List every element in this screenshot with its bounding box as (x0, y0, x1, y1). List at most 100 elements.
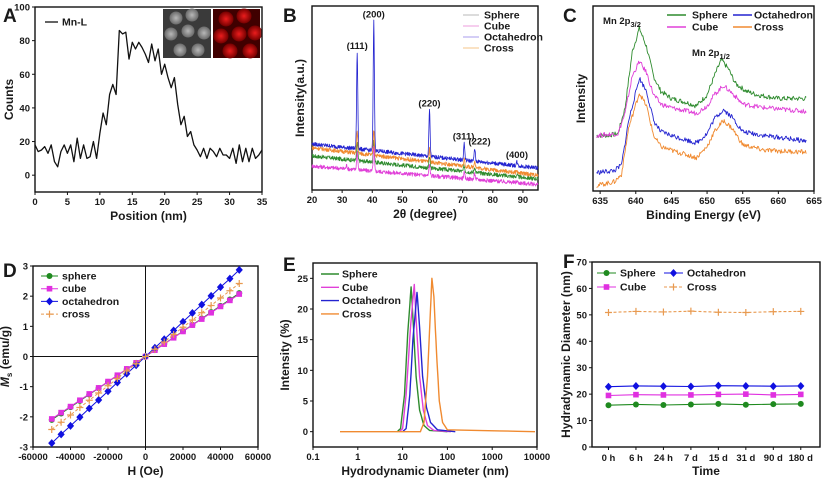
x-tick-label: 35 (257, 197, 268, 208)
legend-marker (603, 284, 610, 290)
data-point (770, 392, 777, 398)
panel-label: A (3, 6, 17, 27)
data-point (67, 403, 74, 410)
x-tick-label: 15 (127, 197, 138, 208)
y-tick-label: 0 (23, 352, 28, 363)
series-line (608, 310, 801, 314)
nanoparticle (181, 24, 195, 38)
y-axis-label: Hydradynamic Diameter (nm) (559, 271, 573, 438)
annotation-subscript: 1/2 (720, 52, 730, 61)
x-tick-label: 25 (192, 197, 203, 208)
data-point (227, 297, 233, 304)
panel-e: 0.1 1 10 100 1000 10000 0 5 10 15 20 25 Hydrodynamic… (278, 255, 550, 478)
y-tick-label: 25 (297, 274, 308, 285)
data-point (57, 430, 65, 439)
data-point (742, 401, 749, 408)
y-tick-label: 0 (303, 427, 308, 438)
data-point (198, 309, 206, 317)
legend-label: Sphere (620, 268, 656, 280)
y-tick-label: 10 (297, 366, 308, 377)
series-line (51, 283, 240, 430)
data-point (769, 382, 777, 391)
x-tick-label: 0.1 (306, 452, 320, 463)
series-cross (48, 279, 243, 434)
x-tick-label: 0 (143, 452, 148, 463)
y-tick-label: 0 (25, 171, 30, 182)
x-tick-label: 10 (397, 452, 408, 463)
x-tick-label: 60 (427, 195, 438, 206)
peak-label: (311) (453, 132, 475, 143)
series-cube (311, 145, 539, 187)
legend-label: Cube (692, 22, 718, 34)
data-point (142, 353, 149, 360)
y-tick-label: 50 (576, 310, 587, 321)
data-point (48, 439, 56, 448)
data-point (659, 382, 668, 391)
panel-f: 0 h 6 h 24 h 7 d 15 d 31 d 90 d 180 d 0 10 20 30 40 5… (559, 252, 821, 478)
y-axis-label: Counts (2, 79, 16, 121)
y-tick-label: 1 (23, 322, 29, 333)
x-tick-label: 80 (488, 195, 499, 206)
x-tick-label: 640 (628, 196, 644, 207)
x-tick-label: -20000 (93, 452, 123, 463)
y-tick-label: 100 (14, 3, 30, 14)
data-point (659, 308, 667, 316)
x-tick-label: 7 d (684, 453, 698, 464)
x-tick-label: 20 (159, 197, 170, 208)
data-point (207, 291, 215, 300)
data-point (769, 308, 777, 316)
legend-label: Cross (484, 43, 514, 55)
series-sphere (605, 400, 804, 409)
y-tick-label: 0 (582, 443, 587, 454)
x-tick-label: 24 h (654, 453, 673, 464)
series-sphere (311, 139, 539, 181)
x-tick-label: -60000 (18, 452, 48, 463)
data-point (743, 391, 749, 397)
y-tick-label: 3 (23, 262, 28, 273)
y-tick-label: -2 (20, 412, 28, 423)
x-tick-label: 31 d (736, 453, 755, 464)
data-point (188, 309, 196, 318)
data-point (170, 330, 178, 338)
x-tick-label: 0 h (602, 453, 616, 464)
y-label-symbol: M (0, 376, 12, 387)
x-tick-label: 665 (806, 196, 823, 207)
data-point (86, 391, 93, 397)
nanoparticle (197, 26, 211, 40)
series-octahedron (311, 19, 539, 171)
series-line (608, 393, 801, 397)
y-tick-label: 20 (19, 137, 30, 148)
x-tick-label: 30 (224, 197, 235, 208)
data-point (742, 381, 750, 390)
x-tick-label: -40000 (56, 452, 86, 463)
plot-frame (311, 5, 539, 191)
legend-label: octahedron (62, 296, 119, 308)
legend-marker (603, 270, 610, 276)
legend-label: Cube (484, 21, 510, 33)
data-point (688, 392, 694, 398)
x-tick-label: 60000 (245, 452, 271, 463)
panel-b: 20 30 40 50 60 70 80 90 2θ (degree) Intensity(a.u… (283, 5, 543, 221)
data-point (76, 413, 84, 422)
y-axis-label: Ms (emu/g) (0, 326, 14, 387)
data-point (95, 395, 103, 404)
y-tick-label: 20 (576, 390, 587, 401)
data-point (85, 404, 93, 413)
y-tick-label: 40 (19, 103, 30, 114)
legend-marker (669, 269, 678, 277)
data-point (715, 391, 722, 398)
legend-label: Cube (342, 282, 368, 294)
data-point (687, 401, 694, 408)
x-tick-label: 30 (337, 195, 348, 206)
x-tick-label: 660 (770, 196, 786, 207)
data-point (797, 391, 804, 398)
data-point (105, 378, 111, 385)
data-point (797, 400, 804, 407)
x-tick-label: 15 d (709, 453, 728, 464)
annotation-base: Mn 2p (603, 16, 631, 27)
panel-d: -60000 -40000 -20000 0 20000 40000 60000 -3 -2 -1… (0, 261, 271, 478)
mn-signal (247, 25, 263, 41)
data-point (714, 381, 722, 390)
data-point (104, 382, 112, 390)
